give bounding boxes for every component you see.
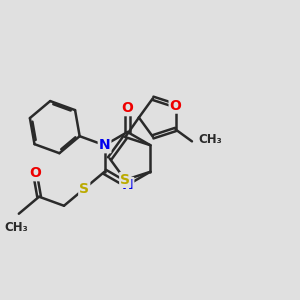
Text: CH₃: CH₃: [4, 220, 28, 233]
Text: S: S: [120, 173, 130, 187]
Text: S: S: [79, 182, 89, 196]
Text: O: O: [122, 101, 134, 115]
Text: CH₃: CH₃: [198, 133, 222, 146]
Text: N: N: [99, 138, 110, 152]
Text: N: N: [122, 178, 133, 192]
Text: O: O: [29, 166, 41, 180]
Text: O: O: [169, 99, 181, 112]
